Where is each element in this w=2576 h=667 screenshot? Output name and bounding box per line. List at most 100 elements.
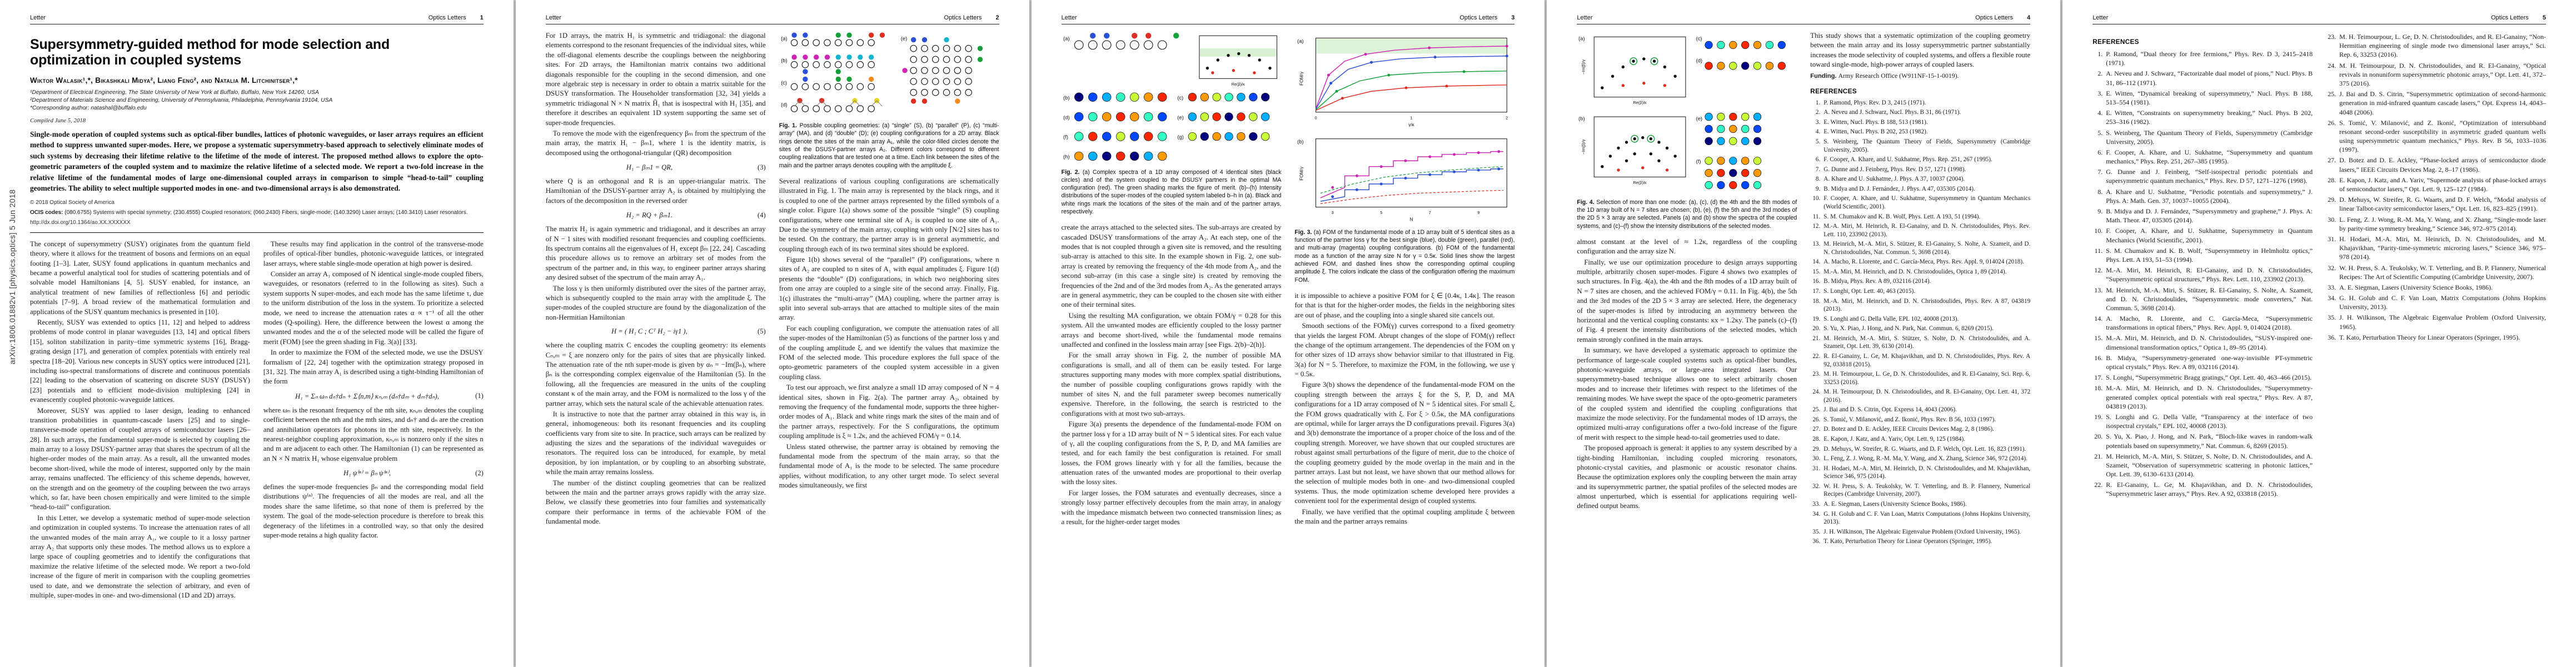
svg-text:(b): (b): [1579, 116, 1585, 121]
corresponding-author: *Corresponding author: natashal@buffalo.…: [30, 104, 147, 111]
reference-item: 26. S. Tomić, V. Milanović, and Z. Ikonić…: [2328, 118, 2546, 154]
svg-text:2: 2: [1506, 115, 1508, 120]
svg-text:1: 1: [1410, 115, 1412, 120]
paragraph: Finally, we have verified that the optim…: [1294, 507, 1515, 525]
paragraph: it is impossible to achieve a positive F…: [1294, 291, 1515, 319]
column-right: (a) 0 1 2 γ/κ FOM/γ (b) 3 5 7 9 N FOM/γ Fig. 3. (a) F…: [1294, 31, 1515, 528]
svg-text:−Im(β)/γ: −Im(β)/γ: [1581, 139, 1586, 154]
doi-link[interactable]: http://dx.doi.org/10.1364/ao.XX.XXXXXX: [30, 219, 131, 226]
reference-item: 3. E. Witten, “Dynamical breaking of supe…: [2097, 89, 2313, 106]
article-type-label: Letter: [1061, 14, 1077, 21]
front-rule: [30, 232, 484, 233]
svg-text:(a): (a): [1579, 36, 1585, 42]
reference-item: 13. M. Heinrich, M.-A. Miri, S. Stützer, …: [2094, 286, 2313, 312]
reference-item: 11. S. M. Chumakov and K. B. Wolf, Phys. …: [1812, 213, 1981, 220]
reference-item: 20. S. Yu, X. Piao, J. Hong, and N. Park,…: [2094, 432, 2313, 450]
page-number: 2: [995, 14, 999, 21]
page-4: Letter Optics Letters 4 (a) Re(β)/κ −Im(β)…: [1547, 0, 2061, 667]
funding: Funding. Army Research Office (W911NF-15…: [1810, 71, 1959, 79]
arxiv-stamp: arXiv:1806.01882v1 [physics.optics] 5 Ju…: [8, 189, 17, 365]
reference-list: 23. M. H. Teimourpour, L. Ge, D. N. Chris…: [2326, 32, 2546, 342]
reference-item: 23. M. H. Teimourpour, L. Ge, D. N. Chris…: [2328, 33, 2546, 59]
reference-item: 21. M. Heinrich, M.-A. Miri, S. Stützer, …: [1812, 335, 2031, 350]
paragraph: To remove the mode with the eigenfrequen…: [545, 129, 766, 157]
svg-text:(c): (c): [1696, 36, 1702, 42]
reference-item: 30. L. Feng, Z. J. Wong, R.-M. Ma, Y. Wan…: [2328, 215, 2546, 232]
paragraph: where the coupling matrix C encodes the …: [545, 341, 766, 407]
reference-item: 34. G. H. Golub and C. F. Van Loan, Matri…: [1812, 510, 2031, 526]
figure-fig1: (a) (b) (c) (d) (e) Fig. 1. Possible coupling…: [779, 32, 999, 170]
column-left: For 1D arrays, the matrix H₁ is symmetri…: [546, 31, 766, 528]
reference-item: 5. S. Weinberg, The Quantum Theory of Fie…: [2097, 128, 2313, 146]
svg-text:(a): (a): [1297, 38, 1303, 44]
reference-item: 33. A. E. Siegman, Lasers (University Sci…: [1812, 500, 1967, 507]
reference-item: 10. F. Cooper, A. Khare, and U. Sukhatme,…: [2094, 227, 2313, 244]
paragraph: Figure 3(a) presents the dependence of t…: [1061, 420, 1282, 486]
reference-item: 31. H. Hodaei, M.-A. Miri, M. Heinrich, D…: [2328, 235, 2546, 261]
paragraph: Figure 3(b) shows the dependence of the …: [1294, 381, 1515, 505]
paragraph: This study shows that a systematic optim…: [1810, 32, 2031, 69]
reference-item: 10. F. Cooper, A. Khare, and U. Sukhatme,…: [1812, 195, 2031, 210]
body-columns: (a) Re(β)/κ −Im(β)/γ (c) (d) (b) Re(β)/κ −Im(β)…: [1577, 31, 2030, 547]
reference-item: 22. R. El-Ganainy, L. Ge, M. Khajavikhan,…: [2094, 481, 2313, 498]
paragraph: The concept of supersymmetry (SUSY) orig…: [30, 240, 250, 316]
reference-item: 16. B. Midya, “Supersymmetry-generated on…: [2094, 354, 2313, 371]
reference-item: 17. S. Longhi, Opt. Lett. 40, 463 (2015).: [1812, 288, 1915, 295]
paragraph: The matrix H₂ is again symmetric and tri…: [545, 225, 766, 282]
reference-item: 22. R. El-Ganainy, L. Ge, M. Khajavikhan,…: [1812, 352, 2031, 368]
reference-item: 13. M. Heinrich, M.-A. Miri, S. Stützer, …: [1812, 241, 2031, 256]
ocis-body: (080.6755) Systems with special symmetry…: [64, 209, 468, 216]
journal-name: Optics Letters: [1975, 14, 2013, 21]
paragraph: create the arrays attached to the select…: [1061, 223, 1282, 309]
reference-item: 28. E. Kapon, J. Katz, and A. Yariv, “Sup…: [2328, 176, 2546, 193]
column-left: (a) Re(β)/κ (b) (c) (d) (e) (f) (g) (h) Fig. 2. (…: [1061, 31, 1282, 528]
figure-label: Fig. 3.: [1294, 228, 1314, 236]
column-left: (a) Re(β)/κ −Im(β)/γ (c) (d) (b) Re(β)/κ −Im(β)…: [1577, 31, 1797, 547]
reference-item: 32. W. H. Press, S. A. Teukolsky, W. T. V…: [2328, 263, 2546, 281]
page-number: 4: [2027, 14, 2031, 21]
paragraph: For 1D arrays, the matrix H₁ is symmetri…: [545, 32, 766, 127]
page-5: Letter Optics Letters 5 REFERENCES 1. P. R…: [2062, 0, 2576, 667]
svg-text:7: 7: [1428, 210, 1431, 215]
reference-item: 14. A. Macho, R. Llorente, and C. García-…: [1812, 258, 2024, 266]
figure-caption: Fig. 1. Possible coupling geometries: (a…: [779, 122, 999, 169]
equation: H₁ ψ⁽ⁿ⁾ = βₙ ψ⁽ⁿ⁾, (2): [343, 469, 484, 477]
reference-item: 25. J. Bai and D. S. Citrin, “Supersymmet…: [2328, 90, 2546, 116]
paragraph: where ωₙ is the resonant frequency of th…: [263, 406, 484, 462]
reference-list: 1. P. Ramond, Phys. Rev. D 3, 2415 (1971)…: [1810, 99, 2030, 546]
reference-item: 26. S. Tomić, V. Milanović, and Z. Ikonić…: [1812, 416, 1996, 423]
svg-text:9: 9: [1477, 210, 1479, 215]
reference-item: 8. A. Khare and U. Sukhatme, J. Phys. A 3…: [1815, 176, 1965, 183]
reference-item: 17. S. Longhi, “Supersymmetric Bragg grat…: [2094, 374, 2312, 382]
figure-fig3: (a) 0 1 2 γ/κ FOM/γ (b) 3 5 7 9 N FOM/γ Fig. 3. (a) F…: [1294, 32, 1515, 284]
svg-text:(f): (f): [1063, 135, 1068, 140]
svg-text:(b): (b): [1297, 139, 1303, 145]
column-right: This study shows that a systematic optim…: [1810, 31, 2030, 547]
paragraph: For larger losses, the FOM saturates and…: [1061, 489, 1282, 526]
svg-text:γ/κ: γ/κ: [1408, 122, 1414, 127]
reference-item: 14. A. Macho, R. Llorente, and C. García-…: [2094, 315, 2313, 332]
column-left: The concept of supersymmetry (SUSY) orig…: [30, 240, 250, 601]
copyright-line: © 2018 Optical Society of America: [30, 199, 114, 206]
svg-text:(c): (c): [1177, 95, 1183, 101]
svg-text:Re(β)/κ: Re(β)/κ: [1231, 82, 1244, 87]
equation: H = ( H₁ C ; Cᵀ H₂ − iγ1 ), (5): [611, 327, 766, 336]
ocis-codes: OCIS codes: (080.6755) Systems with spec…: [30, 210, 484, 216]
paragraph: Several realizations of various coupling…: [779, 177, 999, 253]
reference-item: 1. P. Ramond, Phys. Rev. D 3, 2415 (1971)…: [1815, 99, 1926, 106]
page-header: Letter Optics Letters 1: [30, 14, 484, 24]
svg-text:(f): (f): [1696, 158, 1701, 164]
reference-item: 19. S. Longhi and G. Della Valle, EPL 102…: [1812, 315, 1959, 322]
figure-label: Fig. 4.: [1577, 198, 1597, 206]
svg-text:(b): (b): [1063, 95, 1069, 101]
reference-item: 23. M. H. Teimourpour, L. Ge, D. N. Chris…: [1812, 371, 2031, 386]
paragraph: In order to maximize the FOM of the sele…: [263, 349, 484, 386]
body-columns: REFERENCES 1. P. Ramond, “Dual theory for …: [2092, 31, 2546, 500]
paragraph: where Q is an orthogonal and R is an upp…: [545, 177, 766, 205]
svg-text:(d): (d): [781, 102, 787, 107]
reference-item: 30. L. Feng, Z. J. Wong, R.-M. Ma, Y. Wan…: [1812, 455, 2027, 462]
page-number: 5: [2542, 14, 2546, 21]
paragraph: defines the super-mode frequencies βₙ an…: [263, 483, 484, 540]
reference-item: 7. G. Dunne and J. Feinberg, Phys. Rev. D…: [1815, 166, 1966, 173]
fig4-graphic: (a) Re(β)/κ −Im(β)/γ (c) (d) (b) Re(β)/κ −Im(β)…: [1577, 32, 1797, 195]
